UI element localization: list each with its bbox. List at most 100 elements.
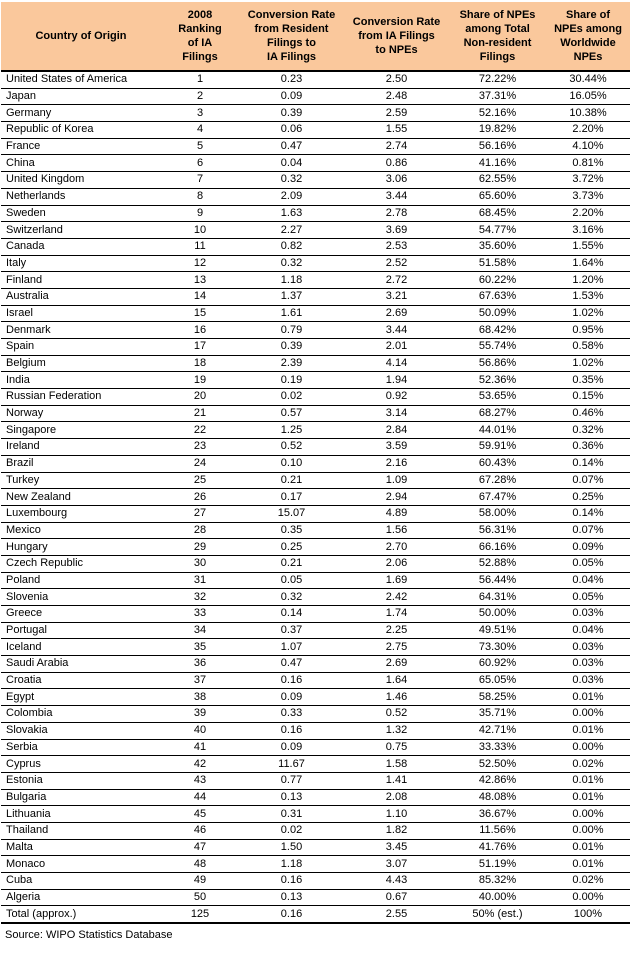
cell-rank: 6	[161, 154, 239, 173]
cell-country: Bulgaria	[1, 789, 161, 807]
cell-share-nonresident: 65.60%	[449, 188, 546, 206]
cell-share-worldwide: 0.01%	[546, 722, 630, 740]
cell-share-worldwide: 0.03%	[546, 638, 630, 657]
cell-share-nonresident: 40.00%	[449, 889, 546, 907]
cell-share-worldwide: 2.20%	[546, 205, 630, 223]
cell-conv-resident-to-ia: 0.06	[239, 121, 344, 139]
cell-conv-ia-to-npe: 0.86	[344, 154, 449, 173]
cell-conv-resident-to-ia: 0.09	[239, 88, 344, 106]
cell-share-nonresident: 67.28%	[449, 472, 546, 490]
cell-conv-resident-to-ia: 0.39	[239, 104, 344, 123]
cell-conv-resident-to-ia: 0.14	[239, 605, 344, 623]
cell-rank: 29	[161, 538, 239, 556]
table-row: Belgium 18 2.39 4.14 56.86% 1.02%	[1, 355, 630, 373]
cell-share-nonresident: 56.31%	[449, 522, 546, 540]
cell-country: Belgium	[1, 355, 161, 373]
table-row: Greece 33 0.14 1.74 50.00% 0.03%	[1, 605, 630, 623]
cell-share-worldwide: 0.58%	[546, 338, 630, 356]
cell-share-nonresident: 52.16%	[449, 104, 546, 123]
cell-share-worldwide: 0.95%	[546, 321, 630, 339]
cell-rank: 21	[161, 405, 239, 423]
cell-share-worldwide: 0.32%	[546, 421, 630, 440]
cell-rank: 8	[161, 188, 239, 206]
cell-conv-ia-to-npe: 2.78	[344, 205, 449, 223]
cell-share-worldwide: 30.44%	[546, 71, 630, 89]
source-note: Source: WIPO Statistics Database	[5, 929, 173, 942]
cell-conv-ia-to-npe: 3.44	[344, 188, 449, 206]
cell-conv-resident-to-ia: 0.02	[239, 822, 344, 840]
cell-conv-resident-to-ia: 0.21	[239, 472, 344, 490]
cell-share-nonresident: 50.09%	[449, 305, 546, 323]
cell-conv-ia-to-npe: 3.44	[344, 321, 449, 339]
cell-share-worldwide: 1.20%	[546, 271, 630, 289]
cell-rank: 33	[161, 605, 239, 623]
cell-country: Mexico	[1, 522, 161, 540]
cell-conv-ia-to-npe: 3.21	[344, 288, 449, 306]
table-row: Malta 47 1.50 3.45 41.76% 0.01%	[1, 839, 630, 857]
cell-share-worldwide: 0.03%	[546, 655, 630, 673]
cell-conv-ia-to-npe: 0.75	[344, 739, 449, 757]
cell-conv-ia-to-npe: 1.94	[344, 371, 449, 390]
cell-share-nonresident: 67.47%	[449, 488, 546, 506]
cell-share-nonresident: 68.45%	[449, 205, 546, 223]
cell-rank: 16	[161, 321, 239, 339]
table-row: Brazil 24 0.10 2.16 60.43% 0.14%	[1, 455, 630, 473]
cell-conv-ia-to-npe: 2.50	[344, 71, 449, 89]
cell-conv-ia-to-npe: 3.07	[344, 855, 449, 873]
table-row: Turkey 25 0.21 1.09 67.28% 0.07%	[1, 472, 630, 490]
cell-country: Serbia	[1, 739, 161, 757]
cell-share-worldwide: 1.53%	[546, 288, 630, 306]
cell-conv-ia-to-npe: 2.84	[344, 421, 449, 440]
cell-share-nonresident: 11.56%	[449, 822, 546, 840]
cell-rank: 3	[161, 104, 239, 123]
header-conv-ia-to-npe: Conversion Rate from IA Filings to NPEs	[344, 2, 449, 72]
cell-conv-ia-to-npe: 3.14	[344, 405, 449, 423]
cell-rank: 36	[161, 655, 239, 673]
cell-rank: 20	[161, 388, 239, 406]
cell-conv-resident-to-ia: 11.67	[239, 755, 344, 773]
cell-conv-ia-to-npe: 1.46	[344, 688, 449, 707]
cell-country: United Kingdom	[1, 171, 161, 189]
cell-country: Malta	[1, 839, 161, 857]
cell-conv-ia-to-npe: 2.72	[344, 271, 449, 289]
cell-conv-resident-to-ia: 15.07	[239, 505, 344, 523]
cell-rank: 11	[161, 238, 239, 256]
cell-rank: 1	[161, 71, 239, 89]
table-row: Slovakia 40 0.16 1.32 42.71% 0.01%	[1, 722, 630, 740]
cell-country: Colombia	[1, 705, 161, 723]
cell-share-worldwide: 0.36%	[546, 438, 630, 456]
table-row: Australia 14 1.37 3.21 67.63% 1.53%	[1, 288, 630, 306]
cell-share-nonresident: 36.67%	[449, 805, 546, 823]
cell-share-worldwide: 2.20%	[546, 121, 630, 139]
cell-conv-resident-to-ia: 2.09	[239, 188, 344, 206]
cell-share-nonresident: 85.32%	[449, 872, 546, 890]
cell-conv-ia-to-npe: 3.45	[344, 839, 449, 857]
header-row: Country of Origin 2008 Ranking of IA Fil…	[1, 2, 630, 72]
cell-rank: 9	[161, 205, 239, 223]
cell-share-worldwide: 0.07%	[546, 522, 630, 540]
cell-country: Monaco	[1, 855, 161, 873]
cell-share-nonresident: 68.42%	[449, 321, 546, 339]
cell-conv-resident-to-ia: 0.32	[239, 588, 344, 606]
cell-conv-resident-to-ia: 0.02	[239, 388, 344, 406]
cell-rank: 35	[161, 638, 239, 657]
cell-rank: 42	[161, 755, 239, 773]
cell-country: Denmark	[1, 321, 161, 339]
cell-conv-ia-to-npe: 2.01	[344, 338, 449, 356]
header-country: Country of Origin	[1, 2, 161, 72]
cell-rank: 18	[161, 355, 239, 373]
cell-country: India	[1, 371, 161, 390]
cell-share-nonresident: 67.63%	[449, 288, 546, 306]
cell-share-nonresident: 52.50%	[449, 755, 546, 773]
cell-share-worldwide: 0.03%	[546, 605, 630, 623]
cell-conv-ia-to-npe: 1.32	[344, 722, 449, 740]
cell-share-worldwide: 1.02%	[546, 305, 630, 323]
cell-conv-resident-to-ia: 0.47	[239, 655, 344, 673]
cell-conv-ia-to-npe: 2.59	[344, 104, 449, 123]
table-row: Bulgaria 44 0.13 2.08 48.08% 0.01%	[1, 789, 630, 807]
cell-share-nonresident: 58.00%	[449, 505, 546, 523]
cell-conv-resident-to-ia: 0.17	[239, 488, 344, 506]
cell-share-worldwide: 100%	[546, 905, 630, 925]
cell-conv-resident-to-ia: 0.32	[239, 171, 344, 189]
